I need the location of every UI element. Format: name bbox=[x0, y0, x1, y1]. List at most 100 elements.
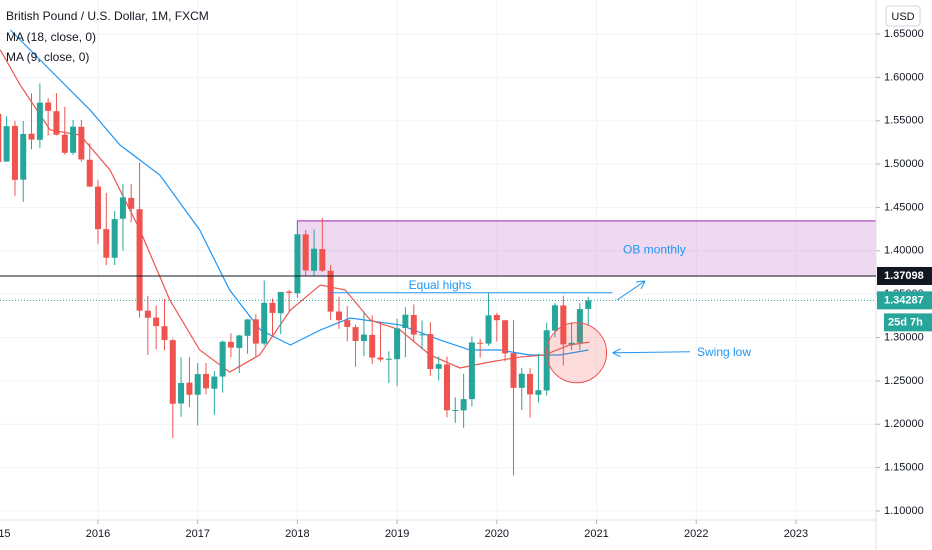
y-tick-label: 1.45000 bbox=[884, 201, 924, 213]
y-tick-label: 1.55000 bbox=[884, 115, 924, 127]
candle-body bbox=[236, 335, 243, 348]
candle-body bbox=[194, 374, 201, 395]
x-tick-label: 2021 bbox=[584, 528, 608, 540]
y-tick-label: 1.30000 bbox=[884, 331, 924, 343]
x-tick-label: 2016 bbox=[86, 528, 110, 540]
candle-body bbox=[186, 382, 193, 395]
candle-body bbox=[144, 310, 151, 318]
arrow bbox=[612, 348, 691, 358]
candle-body bbox=[227, 341, 234, 348]
candle-body bbox=[261, 302, 268, 344]
x-tick-label: 2019 bbox=[385, 528, 409, 540]
candle-body bbox=[70, 126, 77, 153]
candle-body bbox=[202, 373, 209, 389]
y-tick-label: 1.15000 bbox=[884, 462, 924, 474]
candle-body bbox=[335, 311, 342, 321]
marked-price-label: 1.37098 bbox=[884, 270, 924, 282]
last-price-label: 1.34287 bbox=[884, 294, 924, 306]
zone-label: OB monthly bbox=[623, 243, 686, 257]
candle-body bbox=[319, 249, 326, 271]
candle-body bbox=[136, 209, 143, 311]
x-tick-label: 2017 bbox=[185, 528, 209, 540]
x-tick-label: 2020 bbox=[485, 528, 509, 540]
candle-body bbox=[543, 330, 550, 391]
candle-body bbox=[169, 340, 176, 404]
candle-body bbox=[485, 315, 492, 344]
legend-ma18: MA (18, close, 0) bbox=[6, 30, 96, 44]
candle-body bbox=[477, 342, 484, 344]
candle-body bbox=[369, 334, 376, 358]
chart-title: British Pound / U.S. Dollar, 1M, FXCM bbox=[6, 9, 209, 23]
candle-body bbox=[45, 102, 52, 111]
candle-body bbox=[20, 133, 27, 180]
candle-body bbox=[95, 186, 102, 230]
x-tick-label: 2023 bbox=[784, 528, 808, 540]
candle-body bbox=[576, 309, 583, 343]
marked-price-box bbox=[877, 266, 932, 285]
candle-body bbox=[402, 314, 409, 328]
candle-body bbox=[419, 334, 426, 336]
candle-body bbox=[551, 305, 558, 331]
y-tick-label: 1.50000 bbox=[884, 158, 924, 170]
candle-body bbox=[360, 334, 367, 342]
y-tick-label: 1.20000 bbox=[884, 418, 924, 430]
candle-body bbox=[252, 319, 259, 344]
candle-body bbox=[344, 320, 351, 327]
plot-area: OB monthly Equal highs Swing low bbox=[0, 0, 876, 520]
candle-body bbox=[178, 382, 185, 404]
candle-body bbox=[518, 373, 525, 388]
x-tick-label: 2018 bbox=[285, 528, 309, 540]
y-tick-label: 1.65000 bbox=[884, 28, 924, 40]
y-tick-label: 1.25000 bbox=[884, 375, 924, 387]
candle-body bbox=[111, 219, 118, 258]
candle-body bbox=[161, 326, 168, 340]
last-price-box bbox=[877, 291, 932, 310]
candle-body bbox=[103, 229, 110, 258]
candle-body bbox=[452, 409, 459, 411]
candle-body bbox=[560, 305, 567, 345]
candle-body bbox=[294, 234, 301, 294]
candle-body bbox=[427, 334, 434, 370]
candle-body bbox=[410, 314, 417, 335]
candle-body bbox=[86, 159, 93, 187]
currency[interactable]: USD bbox=[891, 11, 914, 23]
candle-body bbox=[269, 302, 276, 313]
candle-body bbox=[286, 291, 293, 293]
candle-body bbox=[244, 319, 251, 336]
candle-body bbox=[377, 357, 384, 360]
candle-body bbox=[493, 314, 500, 321]
candle-body bbox=[352, 327, 359, 342]
level-label: Equal highs bbox=[409, 278, 472, 292]
currency-box[interactable] bbox=[885, 5, 921, 27]
ob-zone bbox=[296, 220, 876, 277]
candle-body bbox=[502, 320, 509, 354]
arrow bbox=[616, 280, 646, 301]
countdown-box bbox=[884, 313, 932, 332]
candle-body bbox=[28, 133, 35, 140]
candle-body bbox=[0, 113, 2, 162]
countdown-label: 25d 7h bbox=[888, 316, 923, 328]
candle-body bbox=[36, 102, 43, 140]
candle-body bbox=[53, 111, 60, 135]
candle-body bbox=[460, 399, 467, 411]
candle-body bbox=[435, 364, 442, 369]
candle-body bbox=[443, 364, 450, 411]
swing-circle bbox=[546, 322, 608, 384]
candle-body bbox=[78, 126, 85, 160]
candle-body bbox=[585, 300, 592, 309]
y-tick-label: 1.10000 bbox=[884, 505, 924, 517]
x-tick-label: 2022 bbox=[684, 528, 708, 540]
candle-body bbox=[128, 197, 135, 209]
candle-body bbox=[394, 328, 401, 360]
candle-body bbox=[302, 234, 309, 271]
candle-body bbox=[385, 358, 392, 360]
candle-body bbox=[327, 270, 334, 312]
y-tick-label: 1.60000 bbox=[884, 71, 924, 83]
candle-body bbox=[468, 342, 475, 400]
candle-body bbox=[535, 390, 542, 395]
candle-body bbox=[510, 353, 517, 388]
legend-ma9: MA (9, close, 0) bbox=[6, 50, 89, 64]
candle-body bbox=[119, 197, 126, 219]
